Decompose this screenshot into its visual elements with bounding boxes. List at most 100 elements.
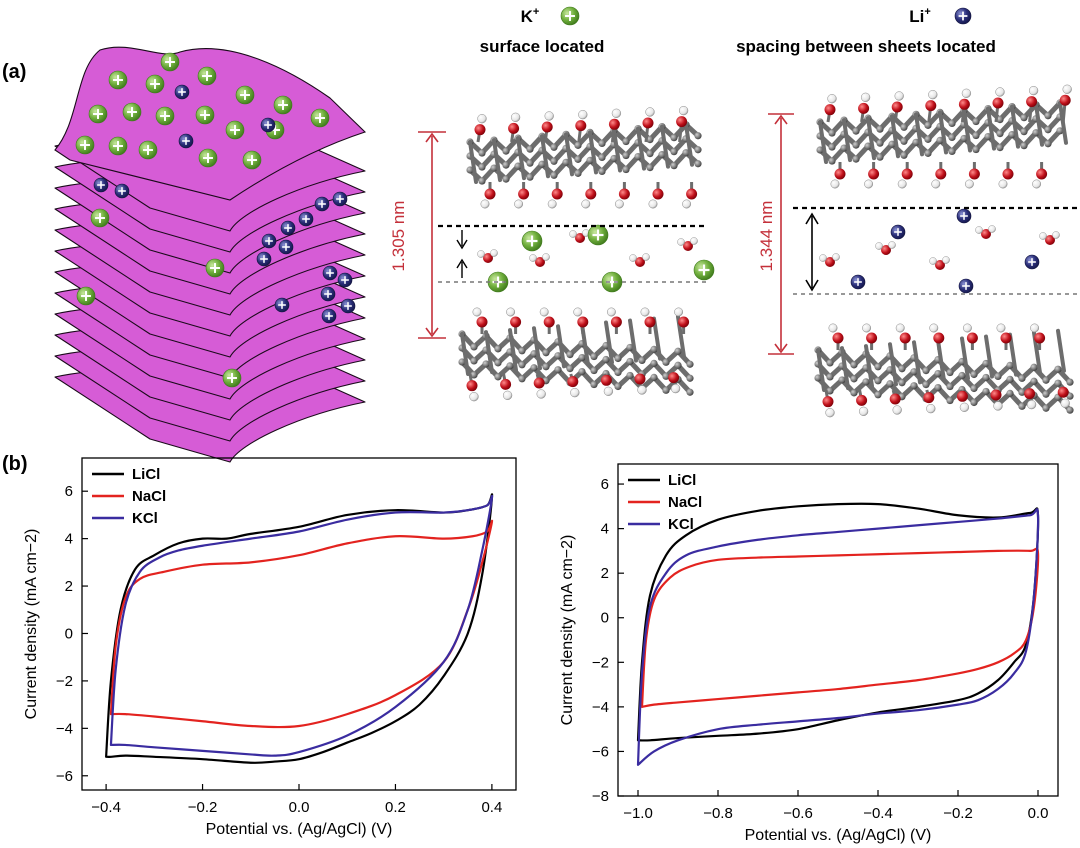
layered-sheets-illustration (54, 46, 367, 463)
legend-label: NaCl (668, 494, 702, 511)
water-molecule (929, 256, 950, 270)
k-ion (601, 271, 623, 293)
legend: LiCl NaCl KCl (628, 472, 702, 533)
series-line-kcl (636, 508, 1040, 766)
k-ion (138, 140, 158, 160)
x-tick-label: −0.8 (703, 805, 733, 822)
y-tick-label: 0 (601, 610, 609, 627)
k-ion-icon (560, 6, 580, 26)
x-tick-label: 0.2 (385, 799, 406, 816)
k-ion (195, 105, 215, 125)
li-spacing-dimension (768, 113, 794, 355)
k-ion (242, 150, 262, 170)
x-axis-label: Potential vs. (Ag/AgCl) (V) (206, 821, 393, 838)
series-line-nacl (109, 519, 494, 729)
k-ion (90, 208, 110, 228)
k-ion (122, 102, 142, 122)
series-line-kcl (109, 494, 494, 757)
k-ion (197, 66, 217, 86)
li-ion (174, 84, 190, 100)
k-ion (108, 70, 128, 90)
water-molecule (677, 237, 698, 251)
li-ion (1024, 254, 1040, 270)
legend-label: KCl (668, 516, 694, 533)
legend-label: LiCl (132, 466, 160, 483)
panel-b-label: (b) (2, 453, 28, 475)
plot-frame (617, 463, 1059, 797)
cv-chart-right: −1.0 −0.8 −0.6 −0.4 −0.2 0.0 −8 −6 −4 −2 0 2 4 6 Poten… (559, 463, 1059, 844)
plot-frame (81, 457, 517, 791)
top-curled-sheet (54, 46, 367, 201)
y-tick-label: 0 (65, 625, 73, 642)
molecular-layer (816, 84, 1072, 189)
panel-a-label: (a) (2, 61, 26, 83)
li-ion (280, 220, 296, 236)
k-ion (205, 258, 225, 278)
k-ion (310, 108, 330, 128)
k-ion (693, 259, 715, 281)
li-ion (322, 265, 338, 281)
x-axis-label: Potential vs. (Ag/AgCl) (V) (745, 827, 932, 844)
y-tick-label: −4 (56, 720, 73, 737)
molecular-layer (466, 105, 702, 209)
k-spacing-dimension (418, 131, 446, 339)
k-ion (88, 104, 108, 124)
molecular-layer (814, 323, 1074, 418)
series-line-licl (636, 502, 1040, 742)
x-tick-label: −0.2 (943, 805, 973, 822)
k-ion (108, 136, 128, 156)
li-ion (850, 274, 866, 290)
li-ion (178, 133, 194, 149)
li-ion (956, 208, 972, 224)
x-tick-label: −0.4 (91, 799, 121, 816)
y-tick-label: 2 (601, 565, 609, 582)
y-tick-label: 4 (65, 531, 73, 548)
li-ion-icon (954, 7, 972, 25)
li-spacing-label: 1.344 nm (757, 201, 776, 272)
y-tick-label: −6 (56, 768, 73, 785)
k-ion (235, 85, 255, 105)
y-tick-label: 6 (601, 476, 609, 493)
k-ion (222, 368, 242, 388)
y-tick-label: −8 (592, 788, 609, 805)
y-tick-label: 6 (65, 483, 73, 500)
li-ion (298, 211, 314, 227)
li-ion (314, 196, 330, 212)
k-ion (587, 224, 609, 246)
k-ion-legend-icon (560, 6, 580, 26)
li-ion (320, 286, 336, 302)
water-molecule (629, 253, 650, 267)
y-tick-label: −2 (56, 673, 73, 690)
legend: LiCl NaCl KCl (92, 466, 166, 527)
li-ion (274, 297, 290, 313)
sheet-ions (75, 52, 356, 388)
cv-chart-left: −0.4 −0.2 0.0 0.2 0.4 −6 −4 −2 0 2 4 6 Potential vs.… (23, 457, 517, 838)
water-molecule (529, 253, 550, 267)
li-ion (958, 278, 974, 294)
x-tick-label: −0.6 (783, 805, 813, 822)
x-tick-label: 0.0 (1028, 805, 1049, 822)
k-ion (155, 106, 175, 126)
li-ion-heading: Li+ (909, 6, 931, 26)
k-ion (273, 95, 293, 115)
k-ion-heading: K+ (521, 6, 540, 26)
x-tick-label: 0.0 (289, 799, 310, 816)
x-tick-label: −1.0 (623, 805, 653, 822)
k-intercalated-structure (458, 105, 715, 402)
x-tick-label: −0.4 (863, 805, 893, 822)
y-axis-label: Current density (mA cm−2) (559, 535, 576, 726)
k-ion (145, 74, 165, 94)
series-line-nacl (640, 547, 1040, 708)
panel-b: (b) −0.4 −0.2 0.0 0.2 0.4 −6 −4 −2 0 2 4 6 Potential… (2, 453, 1059, 844)
series-line-licl (105, 493, 494, 764)
li-ion (340, 298, 356, 314)
li-ion (890, 224, 906, 240)
legend-label: NaCl (132, 488, 166, 505)
water-molecule (975, 225, 996, 239)
y-tick-label: 4 (601, 521, 609, 538)
x-tick-label: 0.4 (481, 799, 502, 816)
k-interlayer-guides (438, 224, 708, 283)
legend-label: LiCl (668, 472, 696, 489)
k-ion (198, 148, 218, 168)
